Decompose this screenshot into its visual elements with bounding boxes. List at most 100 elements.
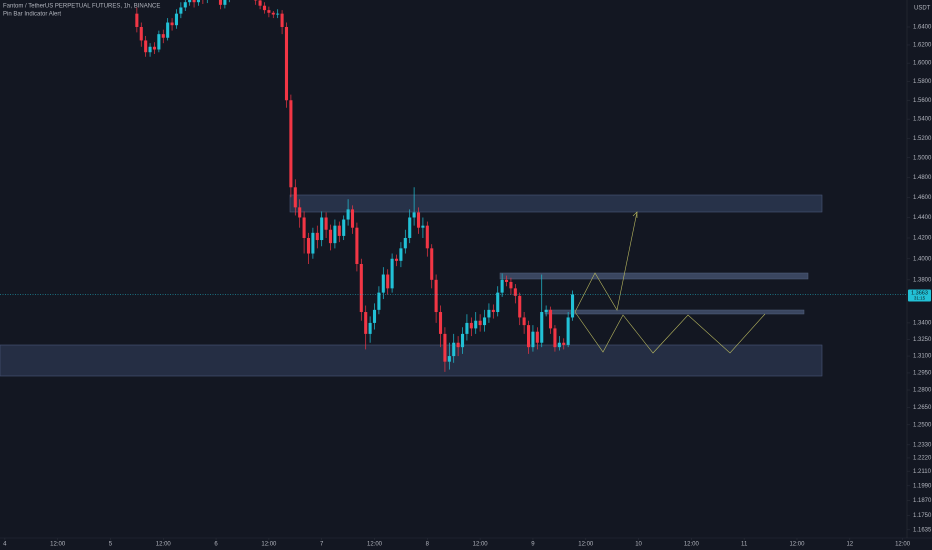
candle-body [183,2,187,8]
y-tick-label: 1.5800 [913,79,932,85]
candle-body [562,342,566,345]
candle-body [465,322,469,334]
candle-body [478,320,482,326]
y-tick-label: 1.3100 [913,354,932,360]
candle-body [293,187,297,208]
y-tick-label: 1.2220 [913,456,932,462]
candle-body [434,279,438,313]
candles [135,0,575,372]
candle-body [566,317,570,345]
y-tick-label: 1.5200 [913,136,932,142]
candle-body [399,248,403,261]
candle-body [553,328,557,348]
y-tick-label: 1.3400 [913,320,932,326]
candle-body [412,212,416,218]
candle-body [302,217,306,238]
y-tick-label: 1.4600 [913,195,932,201]
candle-body [487,309,491,318]
x-tick-label: 12:00 [578,542,594,548]
chart-title: Fantom / TetherUS PERPETUAL FUTURES, 1h,… [3,4,160,10]
last-price-label: 1.3663 [911,290,928,296]
small-zone [499,272,809,280]
last-price-badge [908,289,931,302]
x-tick-label: 7 [320,542,324,548]
candle-body [377,292,381,310]
candle-body [192,0,196,3]
candle-body [152,46,157,50]
x-tick-label: 9 [531,542,535,548]
y-tick-label: 1.2800 [913,388,932,394]
candle-body [218,0,223,5]
candle-body [364,312,368,334]
candle-body [315,232,319,241]
candle-body [509,281,513,289]
candle-body [544,309,548,313]
candle-body [425,225,429,249]
candle-body [258,0,262,6]
y-tick-label: 1.2500 [913,422,932,428]
candle-body [311,232,315,254]
candle-body [474,320,478,329]
candle-body [496,292,500,313]
candle-body [337,225,341,236]
arrow-head [632,211,638,218]
candle-body [469,322,473,329]
candle-body [350,209,355,228]
candle-body [324,217,328,230]
candle-body [298,207,302,218]
currency-label: USDT [914,6,931,12]
x-tick-label: 11 [741,542,748,548]
x-tick-label: 4 [3,542,7,548]
y-tick-label: 1.4800 [913,175,932,181]
candle-body [161,34,165,38]
y-tick-label: 1.3800 [913,277,932,283]
candle-body [522,317,526,326]
y-tick-label: 1.6000 [913,61,932,67]
candle-body [284,26,289,101]
candle-body [394,258,399,261]
y-tick-label: 1.3250 [913,337,932,343]
projection-path [574,311,766,354]
candle-body [513,288,517,296]
candle-body [188,0,192,3]
x-tick-label: 10 [635,542,642,548]
candle-body [531,331,535,348]
y-tick-label: 1.2950 [913,371,932,377]
y-tick-label: 1.4000 [913,256,932,262]
candle-body [333,225,337,244]
candle-body [355,227,359,264]
candle-body [196,0,201,3]
candle-body [166,22,170,38]
candle-body [157,34,161,50]
countdown-label: 31:15 [914,296,926,301]
x-tick-label: 8 [426,542,430,548]
candle-body [526,325,531,348]
candle-body [135,13,139,27]
candle-body [306,237,311,254]
candle-body [262,5,267,11]
candle-body [421,225,425,228]
y-tick-label: 1.1635 [913,527,932,533]
candle-body [271,12,275,15]
x-tick-label: 12:00 [789,542,805,548]
candle-body [328,229,333,244]
candle-body [359,263,363,313]
y-tick-label: 1.6400 [913,25,932,31]
candle-body [276,13,280,15]
candle-body [139,26,143,41]
candle-body [482,317,487,326]
support-zone [0,344,823,377]
candle-body [223,0,227,5]
y-tick-label: 1.2330 [913,442,932,448]
x-tick-label: 5 [109,542,113,548]
x-tick-label: 12:00 [895,542,911,548]
y-tick-label: 1.2650 [913,405,932,411]
y-tick-label: 1.5400 [913,117,932,123]
candle-body [289,100,293,188]
y-tick-label: 1.6200 [913,43,932,49]
candle-body [535,331,539,343]
candle-body [548,309,553,329]
candle-body [443,333,447,362]
candle-body [390,258,394,289]
